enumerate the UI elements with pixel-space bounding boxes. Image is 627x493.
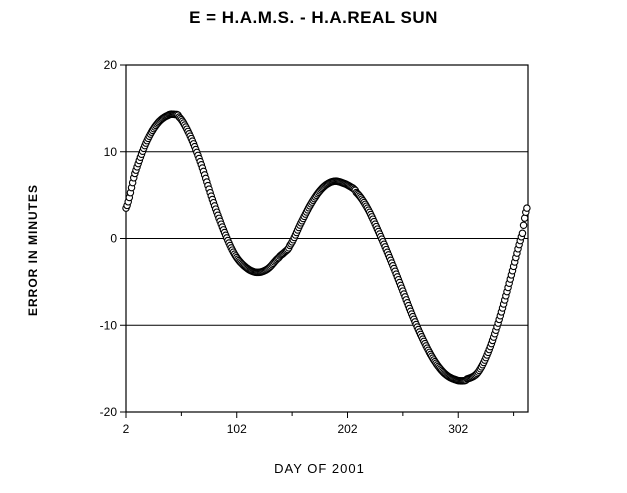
data-point <box>519 221 528 230</box>
data-point <box>518 229 527 238</box>
x-tick-label: 102 <box>227 422 247 436</box>
x-tick-label: 302 <box>448 422 468 436</box>
y-tick-label: 0 <box>110 232 117 246</box>
data-point <box>520 214 529 222</box>
y-tick-label: -10 <box>100 318 118 332</box>
x-tick-label: 2 <box>123 422 130 436</box>
x-tick-label: 202 <box>337 422 357 436</box>
x-axis-label: DAY OF 2001 <box>274 461 365 476</box>
y-tick-label: 20 <box>104 58 118 72</box>
gridlines <box>126 151 528 326</box>
data-point <box>523 204 531 212</box>
axis-ticks <box>120 64 515 418</box>
tick-labels: 20 10 0 -10 -20 2 102 202 302 <box>100 58 469 436</box>
y-tick-label: 10 <box>104 145 118 159</box>
y-tick-label: -20 <box>100 405 118 419</box>
chart-title: E = H.A.M.S. - H.A.REAL SUN <box>189 8 438 27</box>
data-points <box>122 110 531 385</box>
